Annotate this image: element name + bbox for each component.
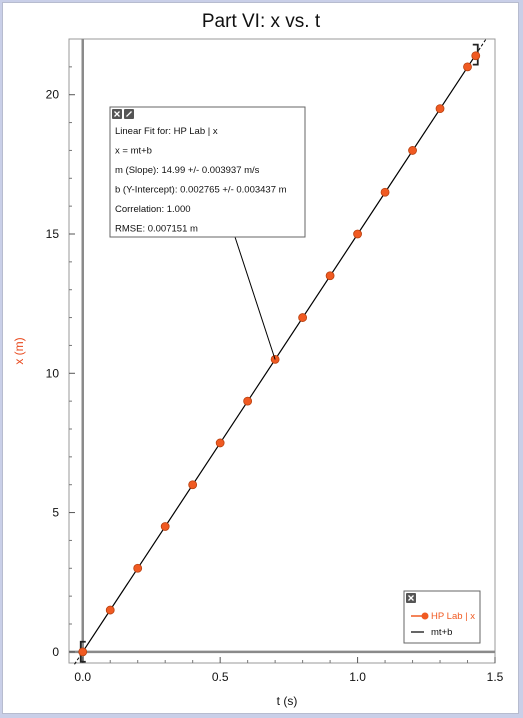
close-icon-glyph (408, 595, 414, 601)
data-point (471, 51, 481, 61)
chart-title: Part VI: x vs. t (202, 11, 321, 32)
plot-area (68, 38, 496, 664)
close-button[interactable] (112, 109, 122, 119)
fit-box-line: m (Slope): 14.99 +/- 0.003937 m/s (115, 165, 260, 176)
legend-entry-fit: mt+b (431, 627, 452, 638)
data-point (243, 396, 253, 406)
data-point (188, 480, 198, 490)
data-point (133, 563, 143, 573)
y-axis-label: x (m) (12, 337, 26, 364)
legend-close-button[interactable] (406, 593, 416, 603)
x-tick-label: 0.5 (212, 670, 229, 684)
legend[interactable]: HP Lab | x mt+b (403, 590, 481, 644)
data-point (353, 229, 362, 239)
x-tick-label: 0.0 (74, 670, 91, 684)
close-icon-glyph (114, 111, 120, 117)
fit-box-line: Linear Fit for: HP Lab | x (115, 126, 218, 137)
fit-line-extrapolation (475, 38, 487, 55)
x-axis-label: t (s) (277, 694, 298, 708)
linear-fit-box[interactable]: Linear Fit for: HP Lab | x x = mt+b m (Slo… (109, 106, 306, 238)
data-point (78, 647, 88, 657)
data-point (215, 438, 225, 448)
fit-box-line: RMSE: 0.007151 m (115, 224, 198, 235)
fit-box-line: b (Y-Intercept): 0.002765 +/- 0.003437 m (115, 185, 287, 196)
data-point (298, 313, 308, 322)
y-tick-label: 10 (46, 366, 60, 380)
chart: Part VI: x vs. t 0.0 0.5 1.0 1.5 0 5 10 15 20 t (s… (12, 11, 504, 708)
fit-box-line: x = mt+b (115, 146, 152, 157)
options-icon-glyph (126, 111, 132, 117)
legend-frame (403, 590, 481, 644)
y-tick-label: 15 (46, 227, 60, 241)
legend-entry-series: HP Lab | x (431, 611, 475, 622)
fit-box-line: Correlation: 1.000 (115, 204, 191, 215)
data-point (463, 62, 472, 72)
legend-series-marker (421, 612, 429, 620)
data-point (160, 522, 170, 531)
data-point (408, 146, 417, 155)
fit-box-frame (109, 106, 306, 238)
y-tick-label: 20 (46, 88, 60, 102)
data-point (105, 605, 115, 615)
x-tick-label: 1.0 (349, 670, 366, 684)
x-tick-label: 1.5 (487, 670, 504, 684)
data-point (380, 187, 390, 197)
y-tick-label: 0 (52, 645, 59, 659)
data-point (325, 271, 335, 281)
y-tick-label: 5 (52, 506, 59, 520)
data-point (435, 104, 445, 114)
fit-box-leader (234, 236, 276, 360)
options-button[interactable] (124, 109, 134, 119)
